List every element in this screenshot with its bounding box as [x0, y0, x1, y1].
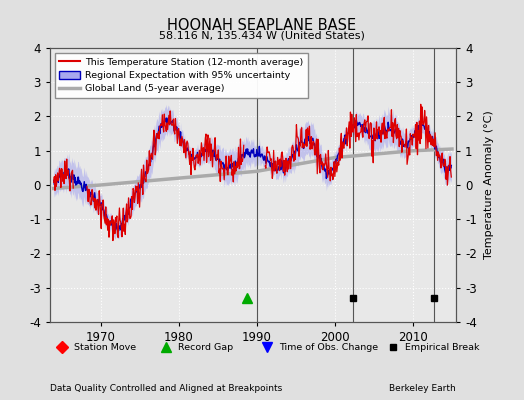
Text: Berkeley Earth: Berkeley Earth [389, 384, 456, 393]
Y-axis label: Temperature Anomaly (°C): Temperature Anomaly (°C) [484, 111, 494, 259]
Text: Time of Obs. Change: Time of Obs. Change [279, 342, 378, 352]
Text: 58.116 N, 135.434 W (United States): 58.116 N, 135.434 W (United States) [159, 30, 365, 40]
Text: HOONAH SEAPLANE BASE: HOONAH SEAPLANE BASE [168, 18, 356, 33]
Text: Record Gap: Record Gap [178, 342, 233, 352]
Text: Data Quality Controlled and Aligned at Breakpoints: Data Quality Controlled and Aligned at B… [50, 384, 282, 393]
Text: Empirical Break: Empirical Break [405, 342, 479, 352]
Text: Station Move: Station Move [74, 342, 136, 352]
Legend: This Temperature Station (12-month average), Regional Expectation with 95% uncer: This Temperature Station (12-month avera… [54, 53, 308, 98]
